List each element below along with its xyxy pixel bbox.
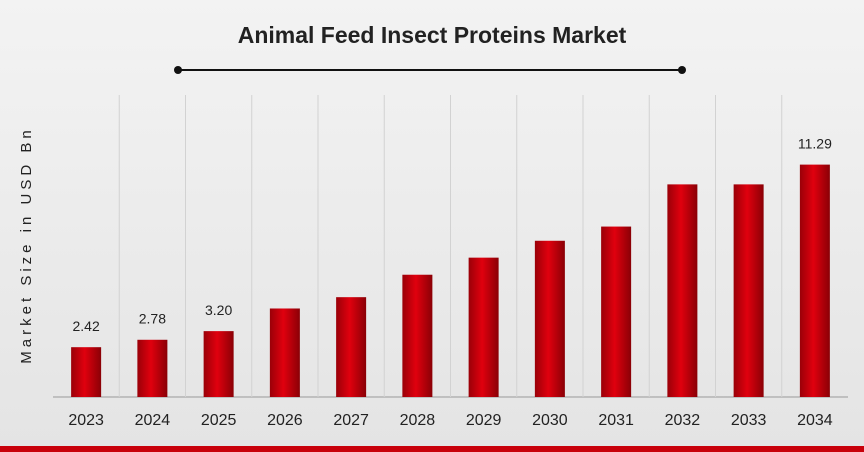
bar bbox=[601, 226, 632, 397]
y-axis-label: Market Size in USD Bn bbox=[18, 126, 35, 363]
chart-title: Animal Feed Insect Proteins Market bbox=[238, 22, 627, 48]
bar bbox=[733, 184, 764, 397]
value-label: 2.42 bbox=[73, 318, 100, 334]
bar bbox=[336, 297, 367, 397]
x-tick-label: 2027 bbox=[333, 412, 369, 429]
x-tick-label: 2026 bbox=[267, 412, 303, 429]
bar bbox=[137, 339, 168, 397]
x-tick-label: 2033 bbox=[731, 412, 767, 429]
bar bbox=[799, 164, 830, 397]
bar bbox=[269, 308, 300, 397]
x-tick-label: 2032 bbox=[665, 412, 701, 429]
rule-dot bbox=[174, 66, 182, 74]
x-tick-label: 2030 bbox=[532, 412, 568, 429]
x-tick-label: 2023 bbox=[68, 412, 104, 429]
x-tick-label: 2031 bbox=[598, 412, 634, 429]
bar bbox=[667, 184, 698, 397]
bar bbox=[203, 331, 234, 397]
x-tick-label: 2024 bbox=[135, 412, 171, 429]
value-label: 2.78 bbox=[139, 310, 166, 326]
bar bbox=[71, 347, 102, 397]
x-tick-label: 2034 bbox=[797, 412, 833, 429]
x-tick-label: 2025 bbox=[201, 412, 237, 429]
value-label: 11.29 bbox=[798, 135, 832, 151]
rule-dot bbox=[678, 66, 686, 74]
x-tick-label: 2029 bbox=[466, 412, 502, 429]
x-tick-label: 2028 bbox=[400, 412, 436, 429]
value-label: 3.20 bbox=[205, 302, 232, 318]
bottom-stripe bbox=[0, 446, 864, 452]
bar bbox=[534, 240, 565, 397]
bar bbox=[468, 257, 499, 397]
bar bbox=[402, 274, 433, 397]
